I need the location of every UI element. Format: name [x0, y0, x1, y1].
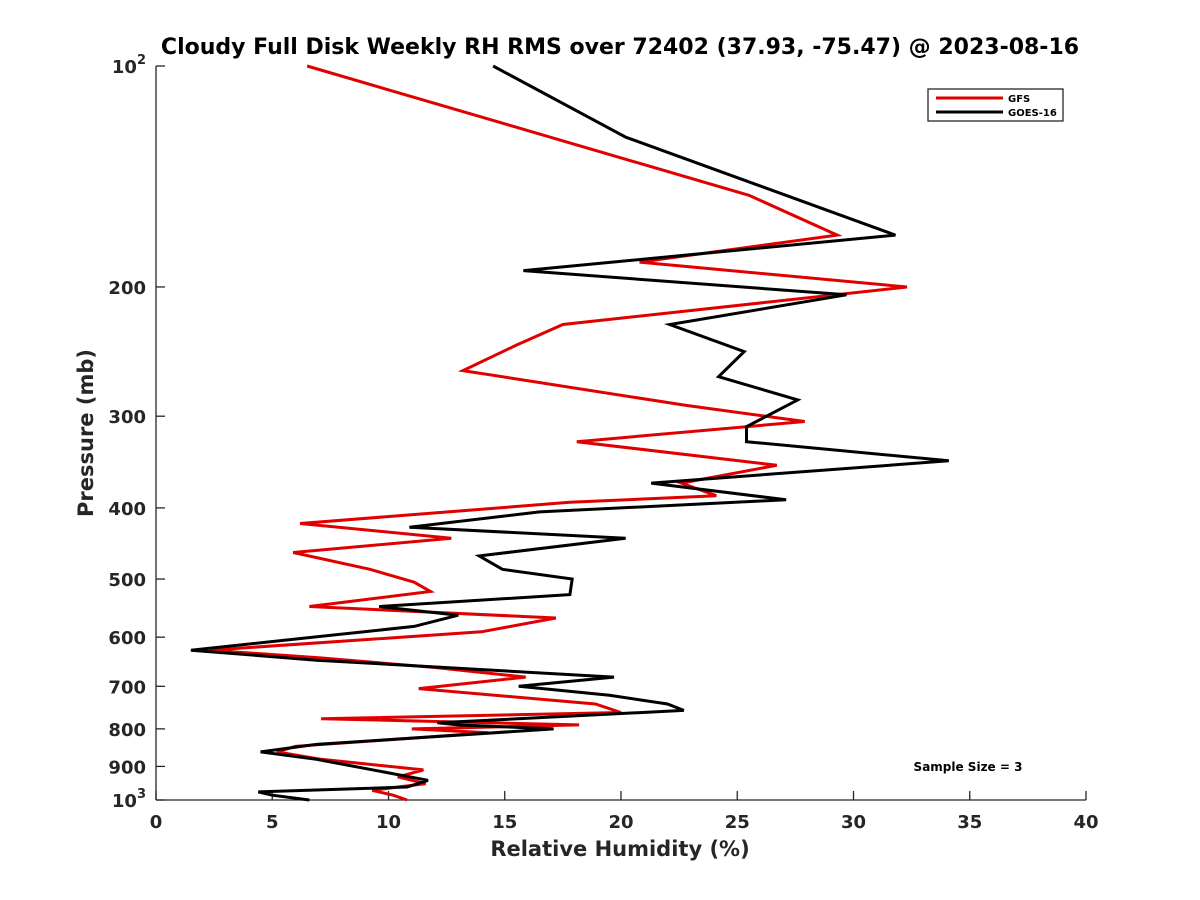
x-tick-label: 40 [1073, 812, 1098, 833]
y-tick-label: 200 [108, 278, 146, 299]
y-tick-label: 700 [108, 677, 146, 698]
y-tick-label: 800 [108, 720, 146, 741]
legend: GFS GOES-16 [927, 88, 1064, 122]
x-tick-label: 25 [725, 812, 750, 833]
y-tick-label: 500 [108, 570, 146, 591]
x-tick-label: 20 [608, 812, 633, 833]
x-tick-label: 5 [266, 812, 279, 833]
x-tick-label: 0 [150, 812, 163, 833]
y-tick-label: 600 [108, 628, 146, 649]
x-tick-label: 15 [492, 812, 517, 833]
chart-title: Cloudy Full Disk Weekly RH RMS over 7240… [161, 35, 1079, 60]
y-tick-label: 102 [112, 53, 146, 78]
x-tick-label: 30 [841, 812, 866, 833]
legend-box [927, 88, 1064, 122]
series-layer [190, 64, 949, 802]
y-tick-label: 900 [108, 757, 146, 778]
x-tick-label: 35 [957, 812, 982, 833]
y-tick-label: 400 [108, 499, 146, 520]
x-axis-label: Relative Humidity (%) [490, 837, 749, 861]
y-axis-label: Pressure (mb) [74, 349, 98, 517]
legend-label-goes-16: GOES-16 [1008, 108, 1057, 119]
y-axis: 102 200 300 400 500 600 700 800 900 103 [108, 53, 165, 812]
plot-area [155, 66, 1086, 801]
series-line-goes-16 [190, 64, 949, 802]
legend-label-gfs: GFS [1008, 94, 1030, 105]
sample-size-annotation: Sample Size = 3 [914, 760, 1023, 774]
y-tick-label: 103 [112, 787, 146, 812]
x-tick-label: 10 [376, 812, 401, 833]
x-axis: 0 5 10 15 20 25 30 35 40 [150, 791, 1099, 833]
y-tick-label: 300 [108, 407, 146, 428]
